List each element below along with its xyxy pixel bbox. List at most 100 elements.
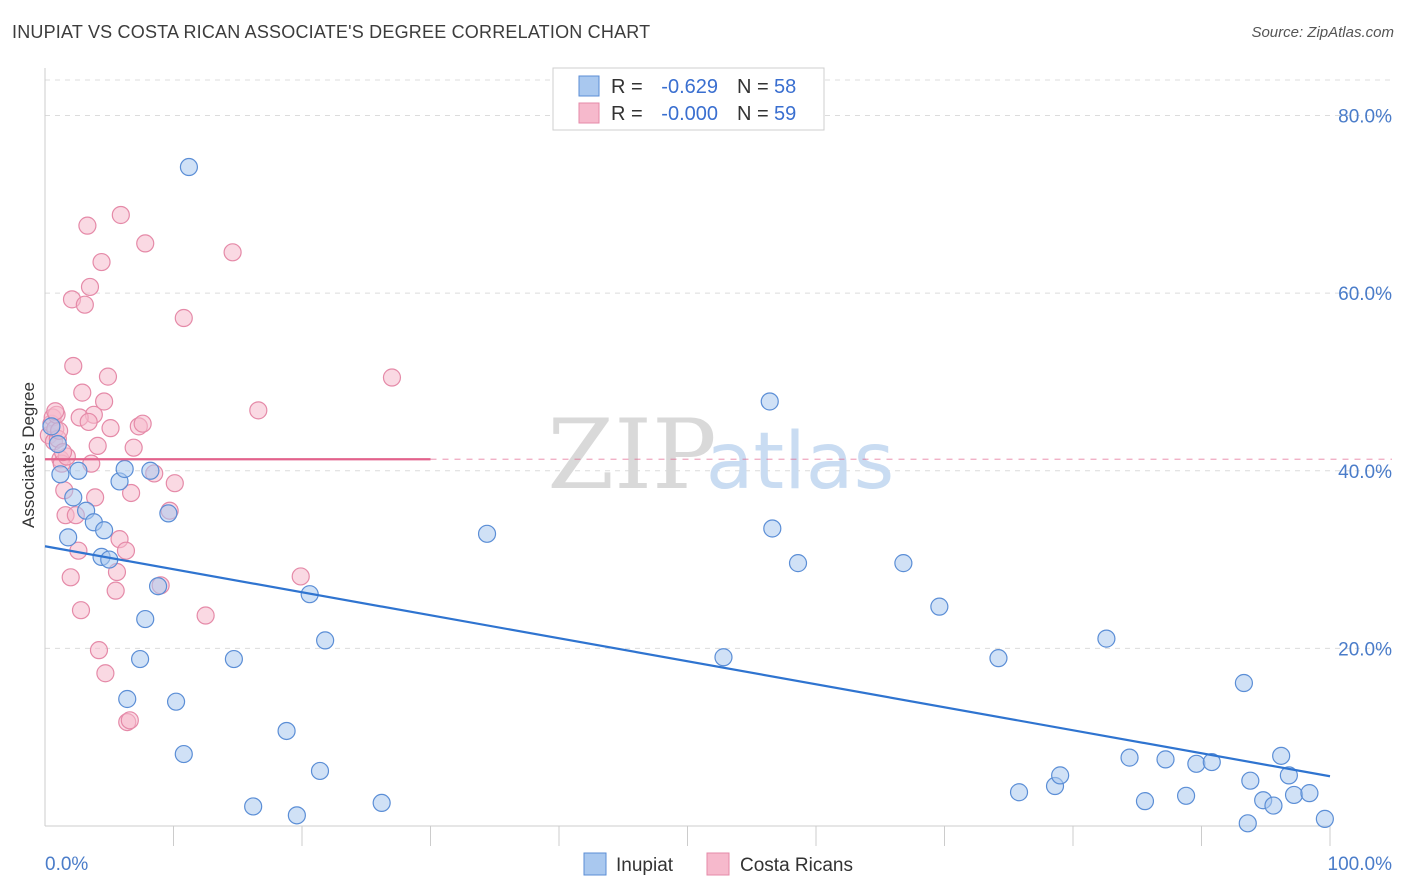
costa-ricans-point — [133, 414, 152, 433]
inupiat-point — [760, 392, 779, 411]
legend-r-label-inupiat: R = — [611, 76, 643, 98]
costa-ricans-point — [79, 412, 98, 432]
inupiat-point — [141, 461, 160, 480]
trend-layer — [44, 458, 1392, 778]
inupiat-point — [95, 521, 114, 540]
costa-ricans-point — [80, 277, 100, 297]
inupiat-point — [166, 692, 186, 711]
costa-ricans-point — [86, 488, 105, 507]
costa-ricans-point — [223, 243, 242, 262]
inupiat-trend-line — [44, 545, 1331, 778]
grid-layer — [45, 79, 1392, 649]
inupiat-point — [1187, 754, 1206, 773]
watermark-zip: ZIP — [547, 399, 716, 511]
chart-title: INUPIAT VS COSTA RICAN ASSOCIATE'S DEGRE… — [12, 22, 651, 42]
y-tick-label: 60.0% — [1338, 284, 1392, 305]
costa-ricans-point — [46, 402, 65, 421]
costa-ricans-point — [196, 606, 215, 625]
legend-swatch-inupiat — [578, 75, 600, 97]
inupiat-point — [1241, 771, 1260, 790]
inupiat-point — [1272, 746, 1291, 765]
watermark: ZIP atlas — [547, 399, 894, 511]
inupiat-point — [477, 524, 497, 543]
costa-ricans-point — [120, 711, 139, 730]
inupiat-point — [1300, 784, 1319, 803]
inupiat-point — [148, 577, 168, 596]
costa-ricans-point — [111, 205, 130, 225]
costa-ricans-point — [88, 436, 107, 455]
watermark-atlas: atlas — [706, 417, 895, 507]
costa-ricans-point — [382, 368, 402, 387]
costa-ricans-point — [95, 392, 114, 411]
costa-ricans-point — [96, 664, 115, 683]
inupiat-point — [224, 649, 243, 669]
y-tick-label: 20.0% — [1338, 639, 1392, 660]
axis-layer: 20.0% 40.0% 60.0% 80.0% 0.0% 100.0% — [44, 68, 1393, 875]
inupiat-point — [115, 459, 134, 479]
inupiat-point — [310, 761, 330, 781]
inupiat-point — [1315, 809, 1334, 828]
inupiat-point — [42, 417, 61, 436]
inupiat-point — [130, 649, 150, 669]
costa-ricans-point — [92, 252, 111, 272]
inupiat-point — [244, 797, 263, 816]
costa-ricans-point — [116, 541, 136, 560]
bottom-legend-label-inupiat: Inupiat — [616, 855, 674, 876]
inupiat-point — [118, 689, 137, 709]
costa-ricans-point — [61, 568, 80, 587]
legend-n-label-inupiat: N = — [737, 76, 769, 98]
inupiat-point — [48, 435, 67, 454]
inupiat-point — [136, 609, 155, 629]
legend-r-value-inupiat: -0.629 — [661, 76, 718, 98]
inupiat-point — [714, 648, 733, 667]
costa-ricans-points — [39, 205, 402, 732]
inupiat-point — [1234, 673, 1254, 693]
costa-ricans-point — [73, 383, 92, 402]
costa-ricans-point — [121, 483, 141, 503]
inupiat-point — [1051, 766, 1070, 785]
bottom-legend-label-costa-ricans: Costa Ricans — [740, 855, 853, 876]
inupiat-point — [1176, 786, 1196, 805]
legend-n-label-costa-ricans: N = — [737, 103, 769, 125]
inupiat-point — [1156, 750, 1175, 769]
legend-r-value-costa-ricans: -0.000 — [661, 103, 718, 125]
inupiat-point — [372, 793, 391, 813]
inupiat-point — [1279, 766, 1298, 785]
y-tick-label: 80.0% — [1338, 107, 1392, 128]
legend-n-value-costa-ricans: 59 — [774, 103, 796, 125]
costa-ricans-point — [89, 641, 109, 660]
costa-ricans-point — [98, 367, 118, 386]
costa-ricans-point — [78, 216, 97, 235]
inupiat-point — [51, 465, 70, 484]
inupiat-point — [1202, 752, 1221, 772]
y-axis-label: Associate's Degree — [19, 382, 38, 528]
inupiat-point — [159, 504, 178, 523]
costa-ricans-point — [71, 601, 91, 620]
inupiat-point — [174, 744, 193, 764]
costa-ricans-point — [291, 567, 310, 586]
costa-ricans-point — [106, 581, 125, 600]
costa-ricans-point — [249, 401, 268, 420]
inupiat-point — [1135, 792, 1155, 811]
inupiat-point — [930, 597, 949, 616]
x-tick-label-max: 100.0% — [1328, 854, 1393, 875]
inupiat-point — [69, 461, 88, 480]
bottom-legend-swatch-costa-ricans — [706, 852, 730, 876]
legend-r-label-costa-ricans: R = — [611, 103, 643, 125]
inupiat-point — [989, 649, 1008, 668]
bottom-legend: Inupiat Costa Ricans — [583, 852, 853, 876]
inupiat-point — [277, 721, 296, 741]
inupiat-point — [1264, 796, 1283, 815]
inupiat-point — [788, 554, 808, 573]
inupiat-point — [763, 519, 782, 538]
inupiat-point — [894, 554, 913, 573]
costa-ricans-point — [75, 295, 94, 314]
costa-ricans-point — [165, 474, 184, 493]
inupiat-point — [287, 806, 306, 825]
inupiat-point — [1284, 785, 1304, 805]
costa-ricans-point — [174, 308, 193, 328]
inupiat-point — [1097, 629, 1116, 648]
costa-ricans-point — [101, 419, 120, 438]
chart-source: Source: ZipAtlas.com — [1251, 24, 1394, 41]
